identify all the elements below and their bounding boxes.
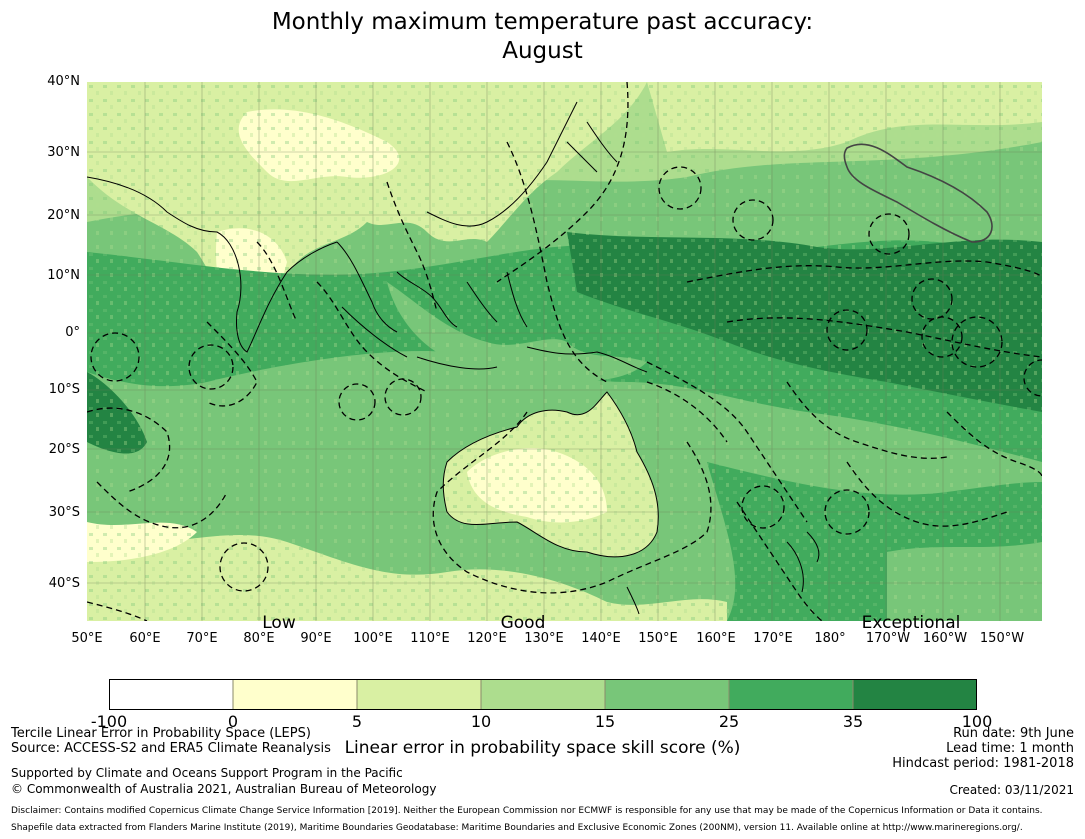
eez-boundaries: [87, 82, 1042, 621]
hindcast-period: Hindcast period: 1981-2018: [892, 756, 1074, 771]
lon-label-150e: 150°E: [638, 631, 678, 646]
colorbar-segment-5: [729, 679, 854, 710]
colorbar-tick-0: 0: [227, 712, 239, 731]
colorbar-segment-4: [605, 679, 730, 710]
lon-label-100e: 100°E: [353, 631, 393, 646]
created-date: Created: 03/11/2021: [949, 783, 1074, 797]
support-text: Supported by Climate and Oceans Support …: [11, 766, 403, 780]
lon-label-160e: 160°E: [696, 631, 736, 646]
colorbar-segment-3: [481, 679, 606, 710]
lon-label-110e: 110°E: [410, 631, 450, 646]
graticule: [87, 82, 1042, 621]
category-exceptional: Exceptional: [861, 613, 961, 633]
colorbar-segment-0: [109, 679, 234, 710]
colorbar-segment-6: [853, 679, 977, 710]
category-good: Good: [500, 613, 546, 633]
colorbar-label: Linear error in probability space skill …: [344, 738, 741, 758]
coastlines: [87, 101, 820, 615]
colorbar-tick-35: 35: [842, 712, 864, 731]
colorbar-tick-5: 5: [351, 712, 363, 731]
lead-time: Lead time: 1 month: [946, 741, 1074, 756]
category-low: Low: [262, 613, 296, 633]
lon-label-80e: 80°E: [243, 631, 275, 646]
lat-label-10n: 10°N: [47, 268, 80, 283]
lon-label-150w: 150°W: [979, 631, 1025, 646]
map-title: Monthly maximum temperature past accurac…: [0, 8, 1085, 66]
lon-label-160w: 160°W: [922, 631, 968, 646]
eez-circles: [90, 166, 1042, 592]
colorbar-tick-100: 100: [961, 712, 993, 731]
lon-label-60e: 60°E: [129, 631, 161, 646]
texture: [87, 82, 1042, 621]
lat-label-10s: 10°S: [48, 382, 80, 397]
lat-label-20s: 20°S: [48, 442, 80, 457]
lat-label-30n: 30°N: [47, 145, 80, 160]
lat-label-20n: 20°N: [47, 208, 80, 223]
colorbar: [109, 679, 977, 710]
shapefile-credit: Shapefile data extracted from Flanders M…: [11, 823, 1023, 833]
lat-label-40n: 40°N: [47, 74, 80, 89]
lon-label-130e: 130°E: [524, 631, 564, 646]
lat-label-30s: 30°S: [48, 505, 80, 520]
title-line-2: August: [502, 38, 583, 64]
lon-label-50e: 50°E: [71, 631, 103, 646]
lon-label-180: 180°: [814, 631, 846, 646]
colorbar-tick-10: 10: [470, 712, 492, 731]
lon-label-170w: 170°W: [865, 631, 911, 646]
source-text: Source: ACCESS-S2 and ERA5 Climate Reana…: [11, 741, 331, 756]
run-date: Run date: 9th June: [953, 726, 1074, 741]
lon-label-170e: 170°E: [753, 631, 793, 646]
lon-label-90e: 90°E: [300, 631, 332, 646]
method-text: Tercile Linear Error in Probability Spac…: [11, 726, 311, 741]
colorbar-segment-2: [357, 679, 482, 710]
skill-map: [87, 82, 1042, 621]
colorbar-segment-1: [233, 679, 358, 710]
hawaii-contour: [843, 143, 993, 243]
colorbar-tick-15: 15: [594, 712, 616, 731]
lon-label-70e: 70°E: [186, 631, 218, 646]
title-line-1: Monthly maximum temperature past accurac…: [271, 9, 814, 35]
colorbar-tick-minus100: -100: [90, 712, 128, 731]
lat-label-40s: 40°S: [48, 576, 80, 591]
copyright-text: © Commonwealth of Australia 2021, Austra…: [11, 782, 437, 796]
lon-label-120e: 120°E: [467, 631, 507, 646]
disclaimer-text: Disclaimer: Contains modified Copernicus…: [11, 806, 1043, 816]
colorbar-tick-25: 25: [718, 712, 740, 731]
lat-label-0: 0°: [65, 325, 80, 340]
lon-label-140e: 140°E: [581, 631, 621, 646]
